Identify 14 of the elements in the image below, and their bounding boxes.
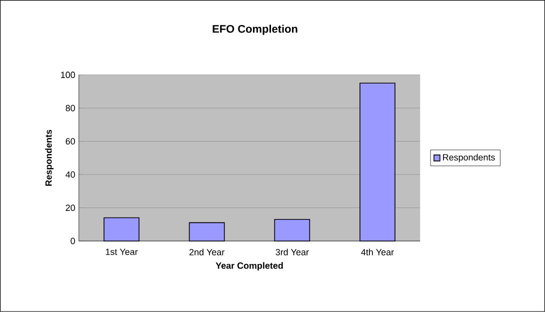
y-tick-label: 20 — [66, 204, 75, 212]
y-tick-label: 100 — [61, 72, 75, 78]
y-axis-title: Respondents — [45, 130, 54, 186]
y-tick-label: 40 — [66, 171, 75, 178]
y-tick-label: 80 — [66, 104, 75, 112]
x-tick-label: 4th Year — [361, 248, 394, 256]
x-tick-label: 3rd Year — [276, 248, 309, 256]
legend-label: Respondents — [443, 154, 495, 162]
x-tick-label: 1st Year — [106, 248, 138, 256]
y-tick-label: 0 — [70, 238, 75, 244]
x-tick-label: 2nd Year — [189, 248, 224, 256]
y-tick-label: 60 — [66, 138, 75, 145]
x-axis-title: Year Completed — [216, 262, 283, 271]
chart-title: EFO Completion — [212, 24, 298, 35]
